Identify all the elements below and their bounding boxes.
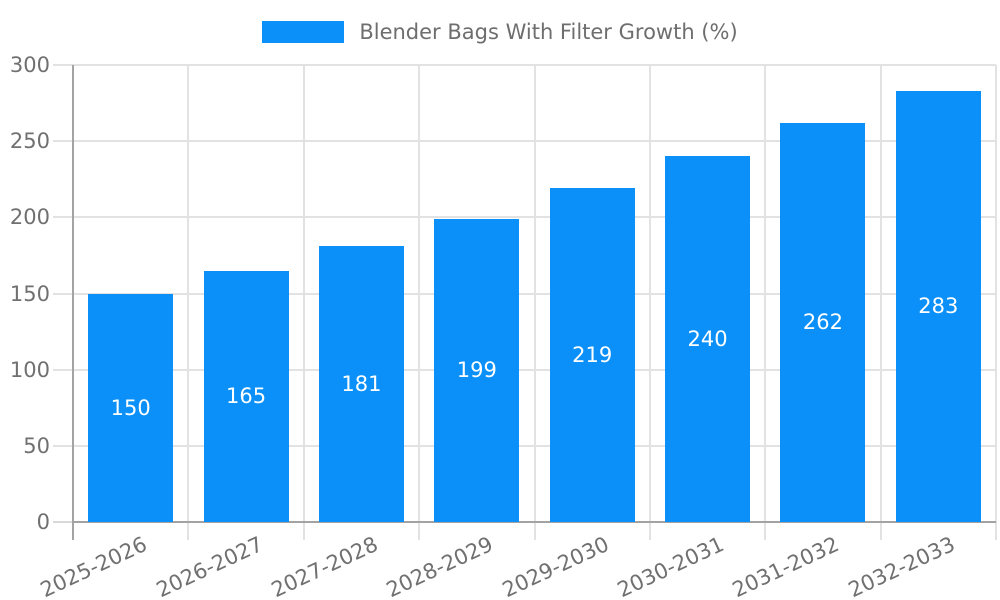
y-gridline: [53, 64, 996, 66]
x-gridline: [764, 65, 767, 540]
x-gridline: [879, 65, 882, 540]
x-tick-label: 2031-2032: [729, 532, 844, 600]
bar-value-label: 150: [110, 395, 151, 420]
y-axis-line: [72, 65, 74, 540]
y-tick-label: 0: [36, 510, 50, 534]
bar[interactable]: 283: [895, 90, 981, 522]
y-tick-label: 100: [9, 357, 50, 382]
x-tick-label: 2026-2027: [152, 532, 267, 600]
bar[interactable]: 262: [780, 122, 866, 522]
bar[interactable]: 150: [88, 293, 174, 522]
x-gridline: [995, 65, 997, 540]
y-tick-label: 300: [9, 53, 50, 77]
x-tick-label: 2032-2033: [844, 532, 959, 600]
x-tick-label: 2025-2026: [36, 532, 151, 600]
legend-item[interactable]: Blender Bags With Filter Growth (%): [262, 20, 738, 44]
x-gridline: [187, 65, 190, 540]
y-tick-label: 150: [9, 281, 50, 306]
x-gridline: [418, 65, 421, 540]
y-axis-tick: [53, 521, 73, 523]
y-tick-label: 250: [9, 129, 50, 154]
bar[interactable]: 165: [203, 270, 289, 522]
bar-value-label: 240: [687, 327, 728, 352]
x-tick-label: 2030-2031: [613, 532, 728, 600]
bar[interactable]: 219: [549, 188, 635, 522]
bar-value-label: 199: [456, 358, 497, 383]
y-gridline: [53, 368, 996, 371]
y-gridline: [53, 140, 996, 143]
x-tick-label: 2029-2030: [498, 532, 613, 600]
y-tick-label: 200: [9, 205, 50, 230]
bar[interactable]: 181: [318, 246, 404, 522]
legend-label: Blender Bags With Filter Growth (%): [359, 20, 738, 44]
x-axis-line: [73, 520, 996, 523]
bar-value-label: 283: [918, 294, 959, 319]
x-gridline: [533, 65, 536, 540]
legend-color-swatch: [262, 21, 345, 43]
bar-value-label: 165: [226, 384, 267, 409]
y-gridline: [53, 216, 996, 219]
x-tick-label: 2027-2028: [267, 532, 382, 600]
bar[interactable]: 240: [665, 156, 751, 522]
x-gridline: [302, 65, 305, 540]
bar-value-label: 262: [802, 310, 843, 335]
y-tick-label: 50: [23, 433, 50, 458]
bar-value-label: 219: [572, 343, 613, 368]
x-tick-label: 2028-2029: [383, 532, 497, 600]
chart-legend: Blender Bags With Filter Growth (%): [0, 20, 1000, 44]
y-gridline: [53, 444, 996, 447]
bar[interactable]: 199: [434, 218, 520, 522]
x-gridline: [648, 65, 651, 540]
y-gridline: [53, 292, 996, 295]
bar-value-label: 181: [341, 372, 382, 397]
